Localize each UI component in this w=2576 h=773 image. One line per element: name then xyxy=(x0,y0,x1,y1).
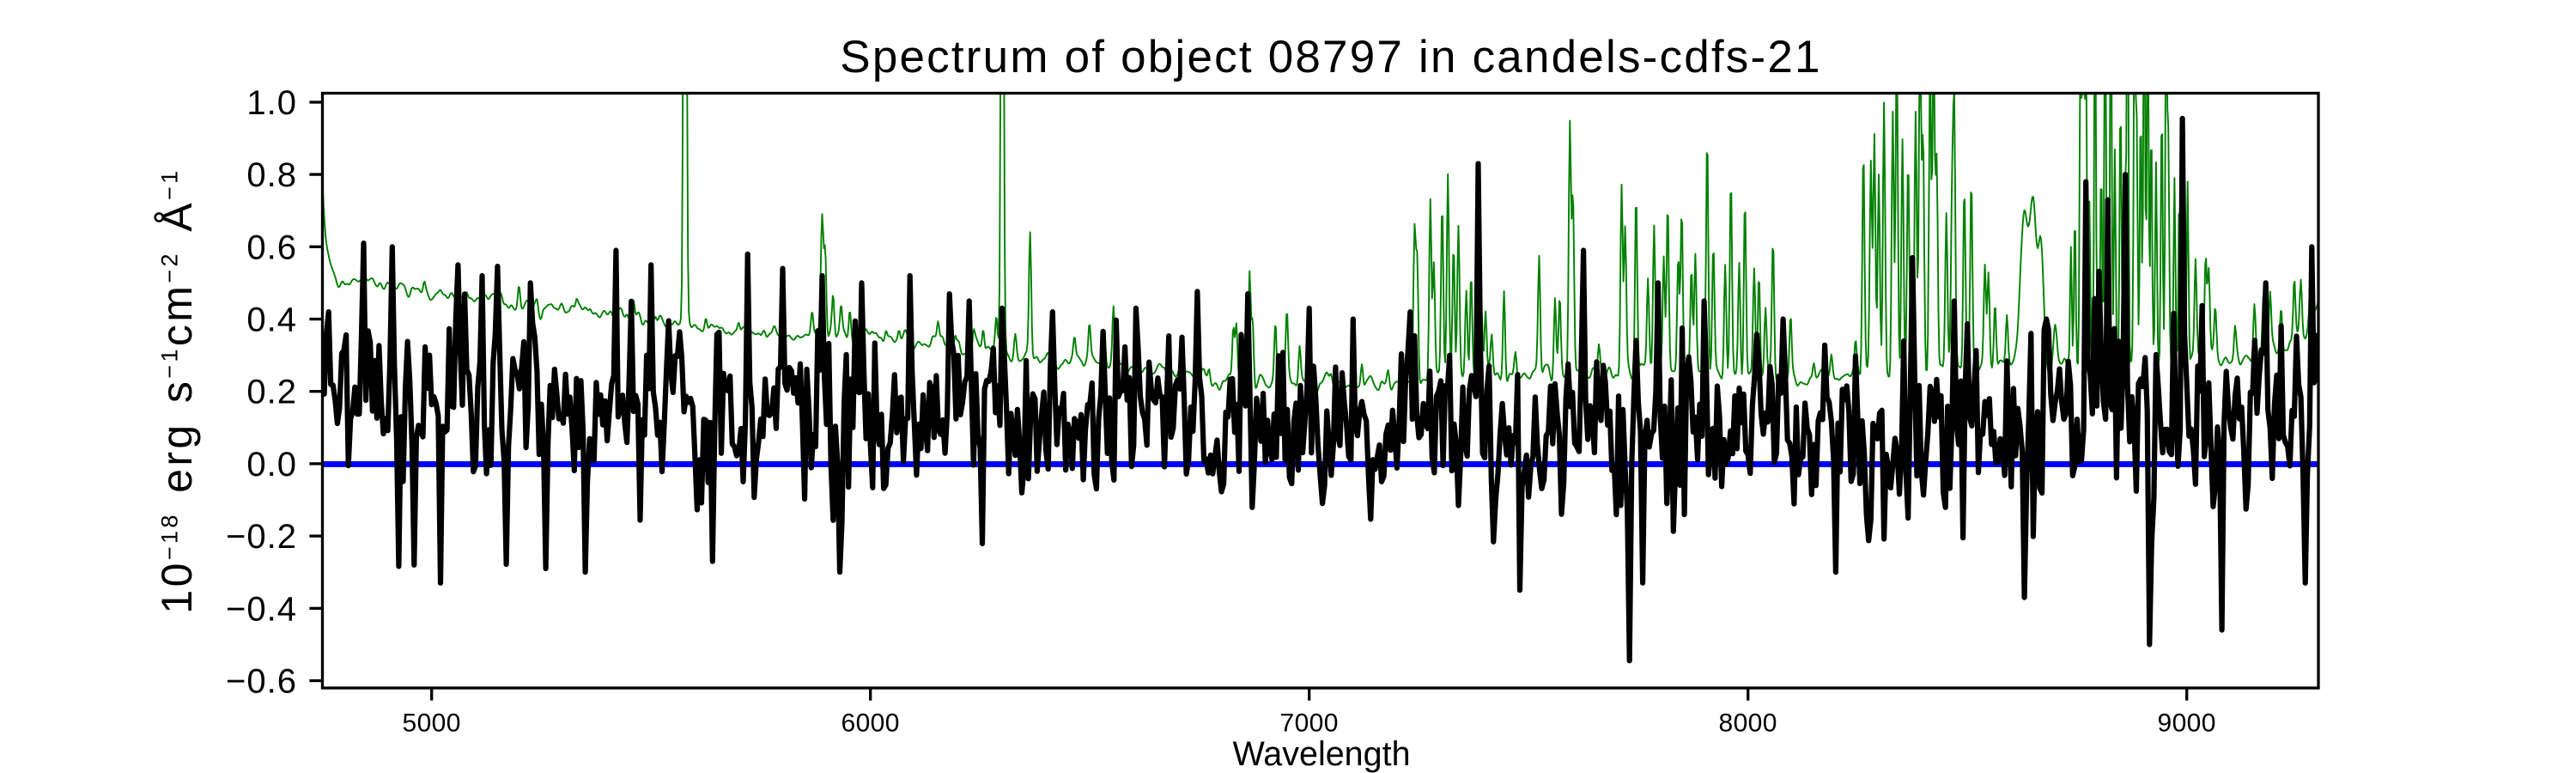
svg-text:7000: 7000 xyxy=(1280,709,1339,738)
svg-text:0.6: 0.6 xyxy=(246,228,297,266)
svg-text:5000: 5000 xyxy=(403,709,461,738)
svg-text:9000: 9000 xyxy=(2158,709,2216,738)
svg-text:0.2: 0.2 xyxy=(246,374,297,411)
svg-text:0.0: 0.0 xyxy=(246,446,297,484)
svg-text:1.0: 1.0 xyxy=(246,84,297,122)
svg-text:10−18 erg s−1cm−2 Å−1: 10−18 erg s−1cm−2 Å−1 xyxy=(153,167,201,613)
svg-text:0.4: 0.4 xyxy=(246,301,297,339)
svg-text:−0.4: −0.4 xyxy=(226,590,297,628)
svg-text:Spectrum of object 08797 in ca: Spectrum of object 08797 in candels-cdfs… xyxy=(840,32,1821,82)
svg-text:−0.2: −0.2 xyxy=(226,518,297,556)
svg-text:0.8: 0.8 xyxy=(246,156,297,194)
svg-text:Wavelength: Wavelength xyxy=(1232,735,1410,773)
svg-text:−0.6: −0.6 xyxy=(226,663,297,701)
svg-text:6000: 6000 xyxy=(841,709,900,738)
svg-text:8000: 8000 xyxy=(1719,709,1777,738)
